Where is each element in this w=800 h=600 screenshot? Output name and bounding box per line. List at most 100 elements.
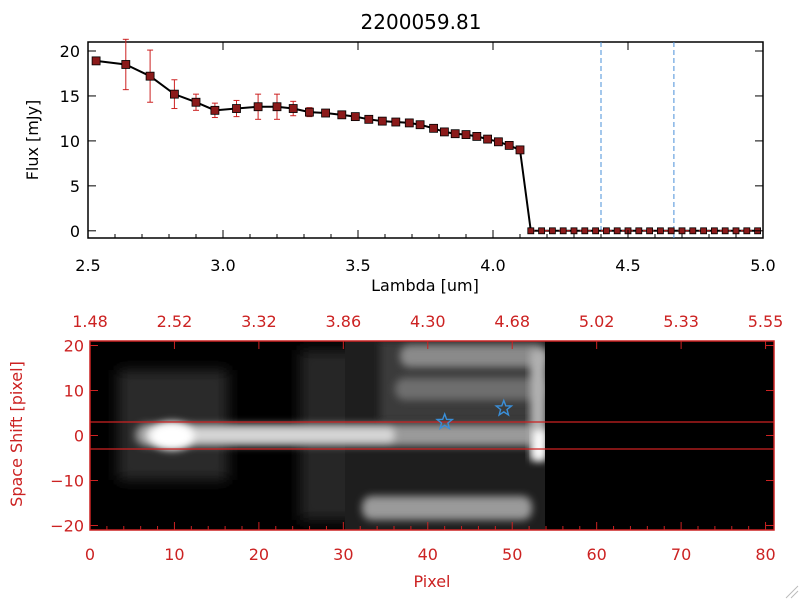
data-point bbox=[272, 102, 282, 112]
y-tick-label: 20 bbox=[64, 337, 84, 356]
spectrum-line bbox=[95, 59, 758, 232]
data-point bbox=[191, 97, 201, 107]
x-tick-label: 3.0 bbox=[210, 256, 235, 275]
y-tick-label: 15 bbox=[60, 87, 80, 106]
wavelength-tick-label: 3.86 bbox=[326, 312, 362, 331]
data-point bbox=[121, 60, 131, 69]
data-point bbox=[493, 137, 503, 147]
spectrum-y-axis-label: Flux [mJy] bbox=[23, 100, 42, 181]
extraction-window-lines bbox=[90, 421, 774, 450]
spectrum-y-ticks: 0 5 10 15 20 bbox=[60, 42, 763, 241]
spectrum-lines bbox=[95, 59, 763, 232]
data-point bbox=[439, 127, 449, 137]
data-point bbox=[321, 108, 331, 118]
wavelength-tick-label: 4.68 bbox=[494, 312, 530, 331]
wavelength-tick-label: 5.55 bbox=[748, 312, 784, 331]
data-point-zero bbox=[592, 227, 599, 235]
data-point bbox=[337, 110, 347, 120]
data-point-zero bbox=[711, 227, 718, 235]
y-tick-label: 0 bbox=[74, 427, 84, 446]
data-point-zero bbox=[549, 227, 556, 235]
data-point-zero bbox=[689, 227, 697, 235]
data-point bbox=[391, 117, 401, 127]
x-tick-label: 2.5 bbox=[75, 256, 100, 275]
data-point bbox=[429, 123, 439, 133]
spectrum-x-axis-label: Lambda [um] bbox=[371, 276, 479, 295]
image-x-ticks: 0 10 20 30 40 50 60 70 80 bbox=[85, 522, 776, 564]
wavelength-tick-label: 4.30 bbox=[410, 312, 446, 331]
image-x-axis-label: Pixel bbox=[413, 572, 450, 591]
data-point-zero bbox=[732, 227, 740, 235]
data-point bbox=[461, 130, 471, 140]
data-point-zero bbox=[657, 227, 664, 235]
image-y-axis-label: Space Shift [pixel] bbox=[7, 361, 26, 507]
wavelength-tick-label: 2.52 bbox=[157, 312, 193, 331]
data-point bbox=[404, 118, 414, 128]
data-point-zero bbox=[613, 227, 621, 235]
data-point bbox=[145, 71, 155, 81]
position-markers bbox=[435, 398, 514, 431]
data-point-zero bbox=[743, 227, 751, 235]
data-point bbox=[169, 89, 179, 99]
x-tick-label: 5.0 bbox=[750, 256, 775, 275]
chart-title: 2200059.81 bbox=[361, 10, 482, 34]
wavelength-limit-lines bbox=[600, 42, 675, 238]
y-tick-label: 20 bbox=[60, 42, 80, 61]
data-point-zero bbox=[678, 227, 686, 235]
y-tick-label: −10 bbox=[50, 472, 84, 491]
data-point-zero bbox=[646, 227, 653, 235]
data-point-zero bbox=[570, 227, 578, 235]
y-tick-label: −20 bbox=[50, 517, 84, 536]
x-tick-label: 3.5 bbox=[345, 256, 370, 275]
y-tick-label: 10 bbox=[64, 382, 84, 401]
star-marker-0 bbox=[435, 411, 455, 431]
spectrum-markers bbox=[91, 56, 761, 235]
y-tick-label: 0 bbox=[70, 222, 80, 241]
wavelength-tick-label: 1.48 bbox=[72, 312, 108, 331]
spectrum-image bbox=[90, 341, 774, 530]
x-tick-label: 50 bbox=[502, 545, 522, 564]
data-point bbox=[232, 104, 241, 113]
image-wavelength-ticks: 1.48 2.52 3.32 3.86 4.30 4.68 5.02 5.33 5.55 bbox=[72, 312, 783, 349]
data-point-zero bbox=[538, 227, 545, 235]
spectrum-x-ticks: 2.5 3.0 3.5 4.0 4.5 5.0 bbox=[75, 42, 776, 275]
data-point-zero bbox=[559, 227, 567, 235]
y-tick-label: 5 bbox=[70, 177, 80, 196]
x-tick-label: 4.0 bbox=[480, 256, 505, 275]
data-point bbox=[483, 134, 493, 144]
data-point bbox=[504, 140, 514, 150]
data-point bbox=[91, 56, 101, 66]
spectrum-plot-frame bbox=[87, 41, 764, 239]
data-point bbox=[304, 107, 314, 117]
data-point-zero bbox=[635, 227, 643, 235]
x-tick-label: 10 bbox=[164, 545, 184, 564]
data-point bbox=[364, 114, 374, 124]
data-point bbox=[253, 102, 263, 112]
x-tick-label: 4.5 bbox=[615, 256, 640, 275]
data-point bbox=[515, 145, 525, 155]
x-tick-label: 40 bbox=[418, 545, 438, 564]
resize-grip-icon[interactable] bbox=[785, 585, 799, 599]
data-point-zero bbox=[603, 227, 610, 235]
wavelength-tick-label: 5.33 bbox=[663, 312, 699, 331]
data-point bbox=[415, 120, 425, 130]
x-tick-label: 30 bbox=[333, 545, 353, 564]
x-tick-label: 60 bbox=[586, 545, 606, 564]
star-marker-1 bbox=[494, 398, 514, 417]
data-point bbox=[288, 104, 298, 113]
data-point bbox=[210, 105, 220, 115]
data-point-zero bbox=[721, 227, 729, 235]
data-point-zero bbox=[527, 227, 535, 235]
wavelength-tick-label: 5.02 bbox=[579, 312, 615, 331]
data-point-zero bbox=[667, 227, 675, 235]
x-tick-label: 70 bbox=[671, 545, 691, 564]
data-point-zero bbox=[581, 227, 589, 235]
data-point-zero bbox=[700, 227, 707, 235]
x-tick-label: 0 bbox=[85, 545, 95, 564]
y-tick-label: 10 bbox=[60, 132, 80, 151]
image-y-ticks: −20 −10 0 10 20 bbox=[50, 337, 774, 536]
spectrum-image-panel: 0 10 20 30 40 50 60 70 80 −20 −10 0 10 20 1.48 2.52 3.… bbox=[7, 312, 783, 591]
wavelength-tick-label: 3.32 bbox=[241, 312, 277, 331]
